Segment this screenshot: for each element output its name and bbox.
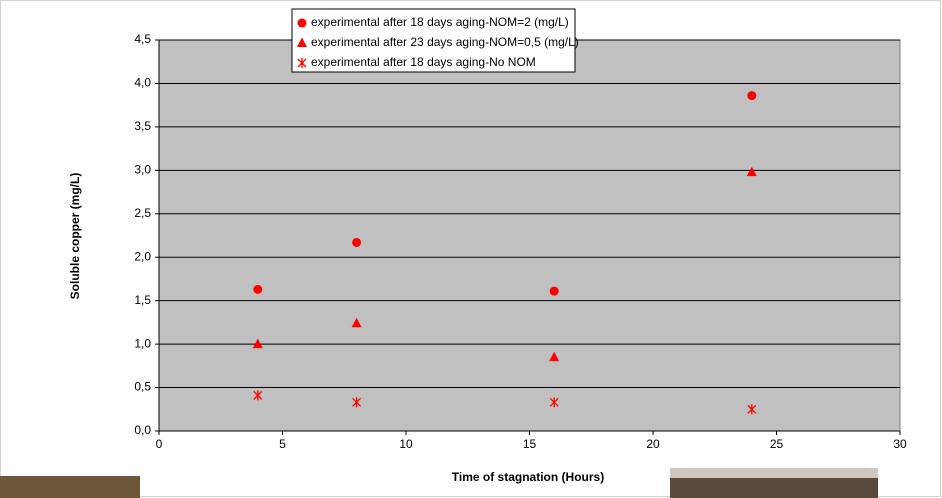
marker-triangle bbox=[549, 351, 560, 362]
marker-asterisk bbox=[352, 397, 362, 408]
marker-asterisk bbox=[747, 404, 757, 415]
photo-fragment bbox=[0, 476, 140, 498]
marker-triangle bbox=[252, 338, 263, 349]
x-tick-label: 25 bbox=[770, 437, 784, 451]
plot-background bbox=[158, 39, 901, 432]
y-tick-label: 2,0 bbox=[134, 249, 151, 263]
marker-asterisk bbox=[297, 58, 307, 68]
legend-label: experimental after 23 days aging-NOM=0,5… bbox=[311, 35, 579, 49]
x-tick-label: 10 bbox=[399, 437, 413, 451]
marker-circle bbox=[297, 18, 307, 28]
y-tick-label: 0,5 bbox=[134, 380, 151, 394]
x-tick-label: 5 bbox=[279, 437, 286, 451]
x-axis-label: Time of stagnation (Hours) bbox=[452, 470, 604, 484]
legend-label: experimental after 18 days aging-No NOM bbox=[311, 55, 536, 69]
marker-circle bbox=[747, 91, 757, 101]
x-tick-label: 30 bbox=[893, 437, 907, 451]
y-tick-label: 1,5 bbox=[134, 293, 151, 307]
x-tick-label: 15 bbox=[523, 437, 537, 451]
legend-label: experimental after 18 days aging-NOM=2 (… bbox=[311, 15, 569, 29]
y-tick-label: 4,0 bbox=[134, 76, 151, 90]
y-tick-label: 2,5 bbox=[134, 206, 151, 220]
y-tick-label: 3,0 bbox=[134, 163, 151, 177]
marker-circle bbox=[352, 237, 362, 247]
marker-asterisk bbox=[253, 390, 263, 401]
y-tick-label: 4,5 bbox=[134, 32, 151, 46]
y-tick-label: 0,0 bbox=[134, 423, 151, 437]
y-tick-label: 3,5 bbox=[134, 119, 151, 133]
legend-box bbox=[291, 8, 576, 73]
x-tick-label: 20 bbox=[646, 437, 660, 451]
marker-triangle bbox=[351, 317, 362, 328]
y-tick-label: 1,0 bbox=[134, 336, 151, 350]
marker-circle bbox=[549, 286, 559, 296]
y-axis-label: Soluble copper (mg/L) bbox=[68, 173, 82, 300]
photo-fragment bbox=[670, 468, 878, 478]
marker-triangle bbox=[746, 166, 757, 177]
x-tick-label: 0 bbox=[156, 437, 163, 451]
marker-asterisk bbox=[549, 397, 559, 408]
marker-circle bbox=[253, 284, 263, 294]
marker-triangle bbox=[297, 37, 307, 47]
